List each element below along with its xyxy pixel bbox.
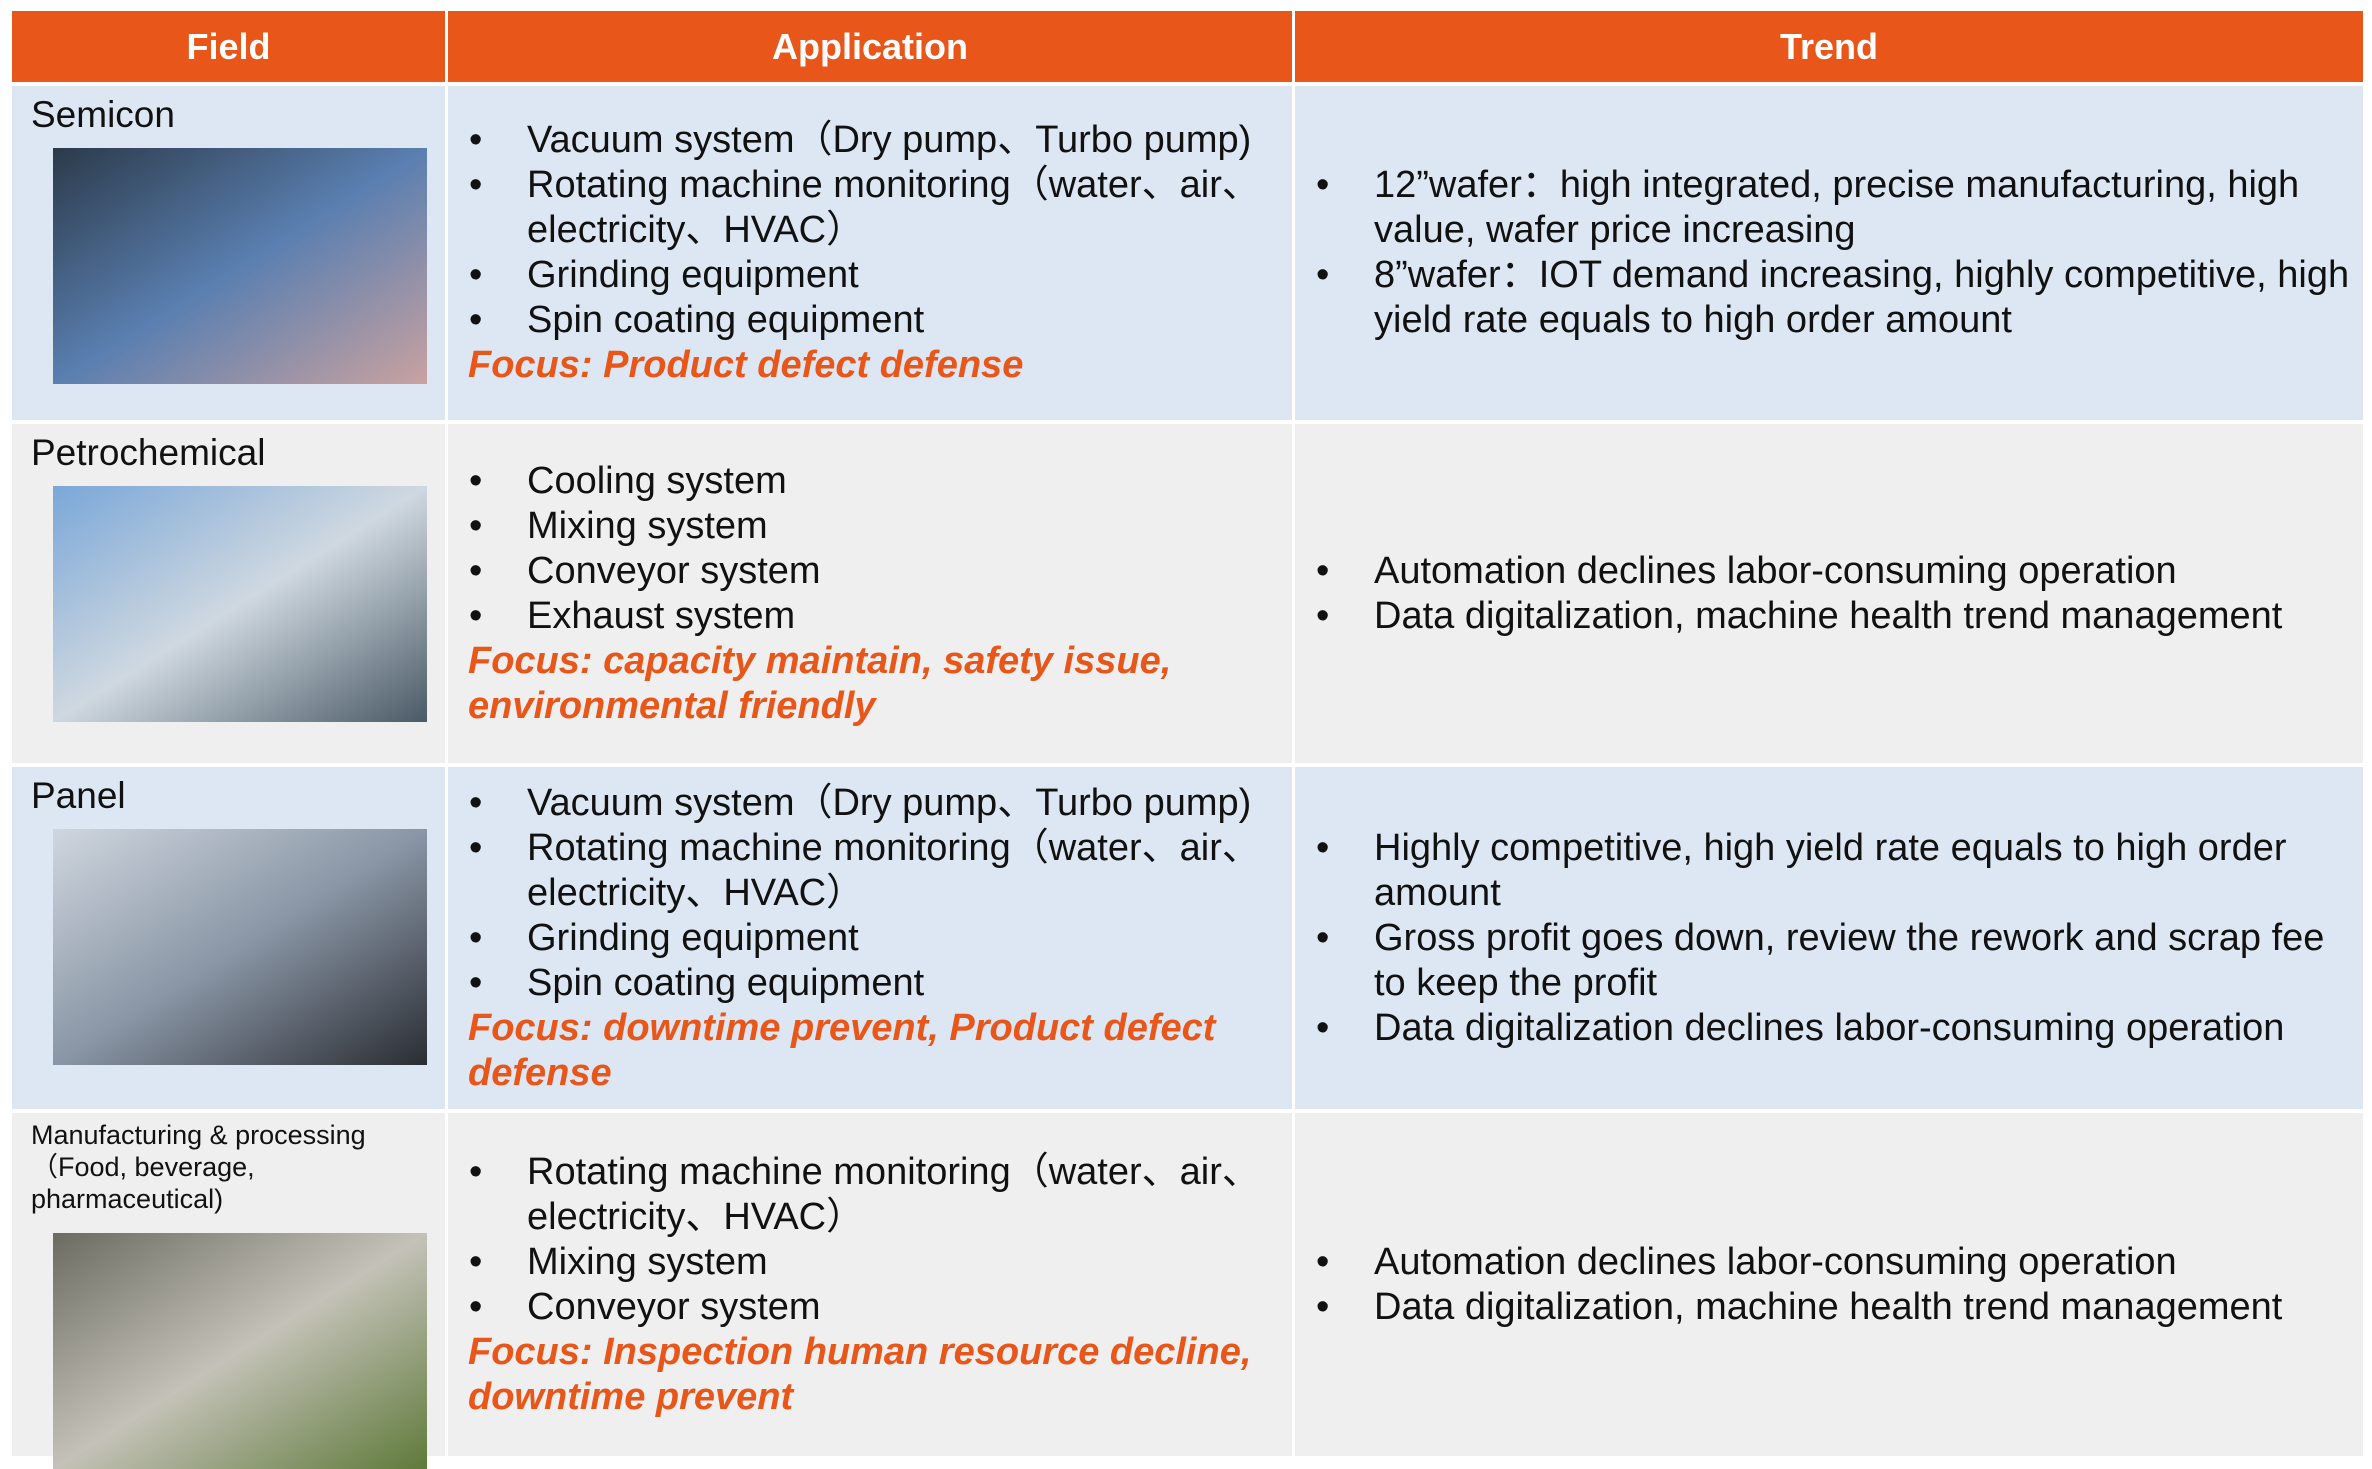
application-cell: Cooling systemMixing systemConveyor syst… xyxy=(448,424,1292,763)
field-photo xyxy=(53,829,427,1065)
application-item: Grinding equipment xyxy=(469,253,1282,298)
trend-item: Gross profit goes down, review the rewor… xyxy=(1316,916,2353,1006)
trend-item: Highly competitive, high yield rate equa… xyxy=(1316,826,2353,916)
application-item: Mixing system xyxy=(469,1240,1282,1285)
field-cell: Petrochemical xyxy=(12,424,445,763)
trend-item: 12”wafer：high integrated, precise manufa… xyxy=(1316,163,2353,253)
application-item: Vacuum system（Dry pump、Turbo pump) xyxy=(469,781,1282,826)
application-item: Conveyor system xyxy=(469,1285,1282,1330)
field-cell: Semicon xyxy=(12,86,445,420)
trend-item: Data digitalization declines labor-consu… xyxy=(1316,1006,2353,1051)
application-list: Rotating machine monitoring（water、air、el… xyxy=(448,1150,1292,1330)
focus-note: Focus: Product defect defense xyxy=(468,344,1024,386)
application-item: Rotating machine monitoring（water、air、el… xyxy=(469,1150,1282,1240)
application-item: Spin coating equipment xyxy=(469,961,1282,1006)
application-item: Grinding equipment xyxy=(469,916,1282,961)
field-photo xyxy=(53,486,427,722)
trend-list: Automation declines labor-consuming oper… xyxy=(1295,1240,2363,1330)
trend-list: Highly competitive, high yield rate equa… xyxy=(1295,826,2363,1051)
trend-item: Automation declines labor-consuming oper… xyxy=(1316,549,2353,594)
focus-note: Focus: Inspection human resource decline… xyxy=(468,1330,1252,1418)
application-list: Vacuum system（Dry pump、Turbo pump)Rotati… xyxy=(448,781,1292,1006)
application-item: Cooling system xyxy=(469,459,1282,504)
field-photo xyxy=(53,1233,427,1469)
application-cell: Vacuum system（Dry pump、Turbo pump)Rotati… xyxy=(448,767,1292,1109)
header-cell: Trend xyxy=(1295,11,2363,82)
field-cell: Panel xyxy=(12,767,445,1109)
application-list: Vacuum system（Dry pump、Turbo pump)Rotati… xyxy=(448,118,1292,343)
field-cell: Manufacturing & processing（Food, beverag… xyxy=(12,1113,445,1469)
application-cell: Vacuum system（Dry pump、Turbo pump)Rotati… xyxy=(448,86,1292,420)
trend-list: Automation declines labor-consuming oper… xyxy=(1295,549,2363,639)
application-cell: Rotating machine monitoring（water、air、el… xyxy=(448,1113,1292,1456)
trend-cell: Automation declines labor-consuming oper… xyxy=(1295,1113,2363,1456)
trend-item: 8”wafer：IOT demand increasing, highly co… xyxy=(1316,253,2353,343)
field-label: Manufacturing & processing（Food, beverag… xyxy=(31,1120,366,1214)
application-item: Spin coating equipment xyxy=(469,298,1282,343)
application-item: Vacuum system（Dry pump、Turbo pump) xyxy=(469,118,1282,163)
trend-item: Data digitalization, machine health tren… xyxy=(1316,594,2353,639)
header-cell: Application xyxy=(448,11,1292,82)
trend-item: Data digitalization, machine health tren… xyxy=(1316,1285,2353,1330)
application-item: Rotating machine monitoring（water、air、el… xyxy=(469,826,1282,916)
header-cell: Field xyxy=(12,11,445,82)
trend-item: Automation declines labor-consuming oper… xyxy=(1316,1240,2353,1285)
trend-list: 12”wafer：high integrated, precise manufa… xyxy=(1295,163,2363,343)
field-label: Panel xyxy=(31,775,126,816)
focus-note: Focus: downtime prevent, Product defect … xyxy=(468,1006,1216,1094)
field-label: Semicon xyxy=(31,94,175,135)
application-item: Mixing system xyxy=(469,504,1282,549)
field-label: Petrochemical xyxy=(31,432,266,473)
trend-cell: 12”wafer：high integrated, precise manufa… xyxy=(1295,86,2363,420)
application-list: Cooling systemMixing systemConveyor syst… xyxy=(448,459,1292,639)
application-item: Rotating machine monitoring（water、air、el… xyxy=(469,163,1282,253)
trend-cell: Automation declines labor-consuming oper… xyxy=(1295,424,2363,763)
field-photo xyxy=(53,148,427,384)
trend-cell: Highly competitive, high yield rate equa… xyxy=(1295,767,2363,1109)
application-item: Exhaust system xyxy=(469,594,1282,639)
focus-note: Focus: capacity maintain, safety issue, … xyxy=(468,639,1172,727)
application-item: Conveyor system xyxy=(469,549,1282,594)
